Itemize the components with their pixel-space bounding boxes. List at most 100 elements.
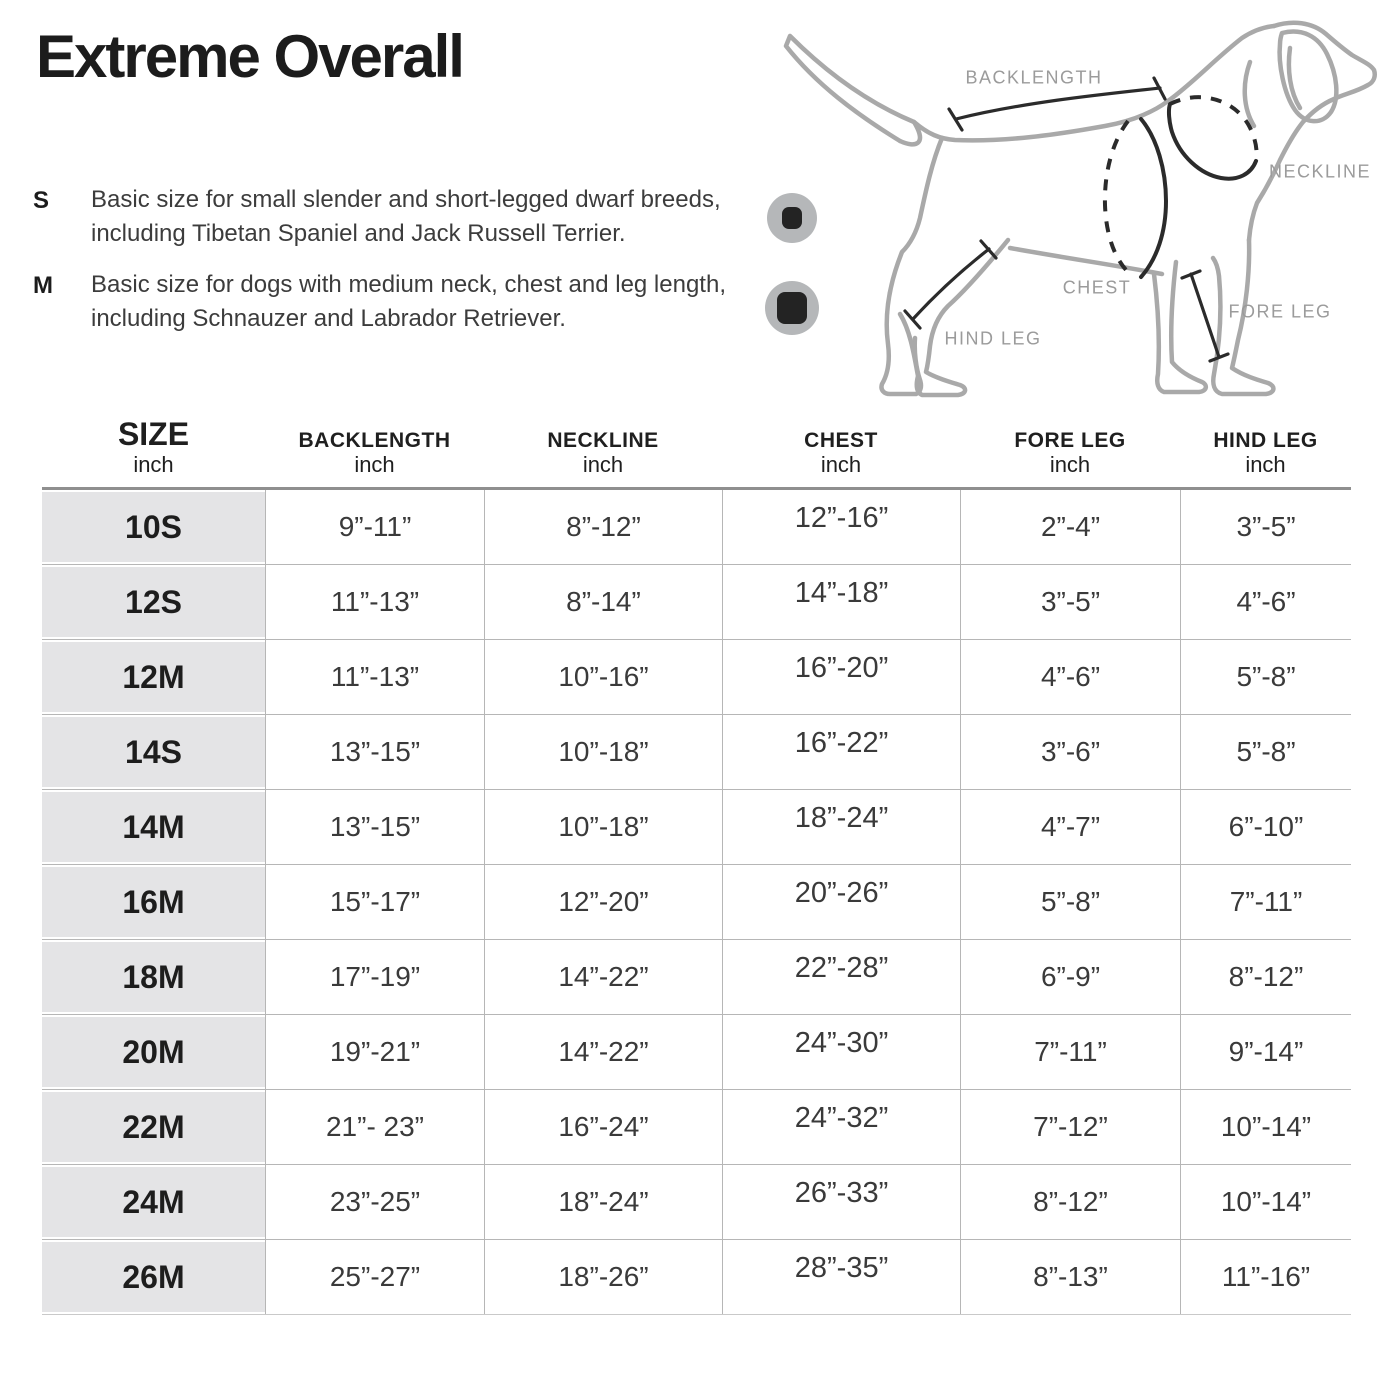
cell-neckline: 10”-18” xyxy=(484,715,722,789)
dog-back-outline xyxy=(897,23,1277,147)
dog-ear-fold xyxy=(1286,45,1303,111)
diagram-label-hindleg: HIND LEG xyxy=(944,328,1042,349)
cell-neckline: 16”-24” xyxy=(484,1090,722,1164)
cell-foreleg: 5”-8” xyxy=(960,865,1180,939)
cell-foreleg: 3”-6” xyxy=(960,715,1180,789)
dog-hind-leg-far xyxy=(879,135,945,397)
legend-m-line1: Basic size for dogs with medium neck, ch… xyxy=(91,271,726,298)
backlength-tick-right xyxy=(1152,76,1167,101)
cell-backlength: 15”-17” xyxy=(265,865,484,939)
cell-backlength: 17”-19” xyxy=(265,940,484,1014)
table-row: 18M 17”-19” 14”-22” 22”-28” 6”-9” 8”-12” xyxy=(42,939,1351,1014)
cell-hindleg: 10”-14” xyxy=(1180,1090,1351,1164)
cell-size: 12S xyxy=(42,565,265,639)
table-row: 24M 23”-25” 18”-24” 26”-33” 8”-12” 10”-1… xyxy=(42,1164,1351,1239)
header-chest: CHEST inch xyxy=(804,429,878,477)
cell-backlength: 21”- 23” xyxy=(265,1090,484,1164)
cell-hindleg: 11”-16” xyxy=(1180,1240,1351,1314)
table-row: 12S 11”-13” 8”-14” 14”-18” 3”-5” 4”-6” xyxy=(42,564,1351,639)
diagram-label-backlength: BACKLENGTH xyxy=(965,67,1103,88)
size-table-body: 10S 9”-11” 8”-12” 12”-16” 2”-4” 3”-5” 12… xyxy=(42,490,1351,1315)
chest-solid-arc xyxy=(1139,117,1169,279)
cell-chest: 24”-32” xyxy=(722,1090,960,1164)
cell-backlength: 9”-11” xyxy=(265,490,484,564)
cell-hindleg: 3”-5” xyxy=(1180,490,1351,564)
cell-chest: 18”-24” xyxy=(722,790,960,864)
dog-measurement-diagram xyxy=(783,20,1377,398)
foreleg-measure-line xyxy=(1189,272,1221,359)
cell-neckline: 10”-18” xyxy=(484,790,722,864)
header-size: SIZE inch xyxy=(117,416,190,477)
table-row: 14S 13”-15” 10”-18” 16”-22” 3”-6” 5”-8” xyxy=(42,714,1351,789)
cell-foreleg: 8”-13” xyxy=(960,1240,1180,1314)
legend-s-line1: Basic size for small slender and short-l… xyxy=(91,186,721,213)
cell-neckline: 14”-22” xyxy=(484,1015,722,1089)
legend-key-m: M xyxy=(33,272,53,299)
size-m-badge-icon xyxy=(765,281,819,335)
legend-m-line2: including Schnauzer and Labrador Retriev… xyxy=(91,305,566,332)
cell-backlength: 13”-15” xyxy=(265,790,484,864)
dog-front-leg-near xyxy=(1210,237,1276,397)
backlength-tick-left xyxy=(947,107,964,132)
cell-hindleg: 10”-14” xyxy=(1180,1165,1351,1239)
cell-backlength: 13”-15” xyxy=(265,715,484,789)
diagram-label-foreleg: FORE LEG xyxy=(1228,301,1332,322)
dog-hind-leg-near xyxy=(897,237,1011,398)
dog-tail xyxy=(783,33,917,144)
cell-chest: 22”-28” xyxy=(722,940,960,1014)
cell-foreleg: 2”-4” xyxy=(960,490,1180,564)
neckline-dashed-arc xyxy=(1169,95,1259,162)
header-rule xyxy=(42,487,1351,490)
cell-foreleg: 3”-5” xyxy=(960,565,1180,639)
hindleg-tick-top xyxy=(979,239,998,260)
diagram-label-chest: CHEST xyxy=(1062,277,1132,298)
cell-chest: 28”-35” xyxy=(722,1240,960,1314)
table-row: 20M 19”-21” 14”-22” 24”-30” 7”-11” 9”-14… xyxy=(42,1014,1351,1089)
hindleg-measure-line xyxy=(911,247,991,321)
cell-neckline: 14”-22” xyxy=(484,940,722,1014)
cell-backlength: 19”-21” xyxy=(265,1015,484,1089)
small-square-icon xyxy=(782,207,802,229)
table-row: 26M 25”-27” 18”-26” 28”-35” 8”-13” 11”-1… xyxy=(42,1239,1351,1314)
cell-size: 18M xyxy=(42,940,265,1014)
cell-size: 10S xyxy=(42,490,265,564)
page-title: Extreme Overall xyxy=(36,23,465,90)
cell-foreleg: 6”-9” xyxy=(960,940,1180,1014)
header-foreleg: FORE LEG inch xyxy=(1014,429,1126,477)
size-s-badge-icon xyxy=(767,193,817,243)
table-row: 12M 11”-13” 10”-16” 16”-20” 4”-6” 5”-8” xyxy=(42,639,1351,714)
header-neckline: NECKLINE inch xyxy=(547,429,659,477)
cell-hindleg: 8”-12” xyxy=(1180,940,1351,1014)
cell-hindleg: 7”-11” xyxy=(1180,865,1351,939)
cell-hindleg: 9”-14” xyxy=(1180,1015,1351,1089)
cell-chest: 26”-33” xyxy=(722,1165,960,1239)
cell-chest: 14”-18” xyxy=(722,565,960,639)
cell-hindleg: 4”-6” xyxy=(1180,565,1351,639)
header-backlength: BACKLENGTH inch xyxy=(298,429,451,477)
header-hindleg: HIND LEG inch xyxy=(1213,429,1318,477)
dog-front-leg-far xyxy=(1151,259,1209,395)
cell-backlength: 23”-25” xyxy=(265,1165,484,1239)
cell-chest: 16”-22” xyxy=(722,715,960,789)
table-row: 14M 13”-15” 10”-18” 18”-24” 4”-7” 6”-10” xyxy=(42,789,1351,864)
dog-cheek-line xyxy=(1242,59,1257,129)
table-row: 16M 15”-17” 12”-20” 20”-26” 5”-8” 7”-11” xyxy=(42,864,1351,939)
legend-key-s: S xyxy=(33,187,50,214)
cell-chest: 20”-26” xyxy=(722,865,960,939)
hindleg-tick-bottom xyxy=(903,309,922,330)
cell-hindleg: 6”-10” xyxy=(1180,790,1351,864)
neckline-solid-arc xyxy=(1166,102,1258,181)
dog-belly-line xyxy=(1007,245,1165,277)
table-row: 22M 21”- 23” 16”-24” 24”-32” 7”-12” 10”-… xyxy=(42,1089,1351,1164)
cell-neckline: 18”-24” xyxy=(484,1165,722,1239)
cell-foreleg: 7”-11” xyxy=(960,1015,1180,1089)
cell-size: 22M xyxy=(42,1090,265,1164)
cell-size: 14M xyxy=(42,790,265,864)
cell-size: 24M xyxy=(42,1165,265,1239)
cell-foreleg: 8”-12” xyxy=(960,1165,1180,1239)
medium-square-icon xyxy=(777,292,807,324)
legend-s-line2: including Tibetan Spaniel and Jack Russe… xyxy=(91,220,626,247)
cell-neckline: 18”-26” xyxy=(484,1240,722,1314)
cell-size: 20M xyxy=(42,1015,265,1089)
dog-head-outline xyxy=(1246,20,1377,243)
